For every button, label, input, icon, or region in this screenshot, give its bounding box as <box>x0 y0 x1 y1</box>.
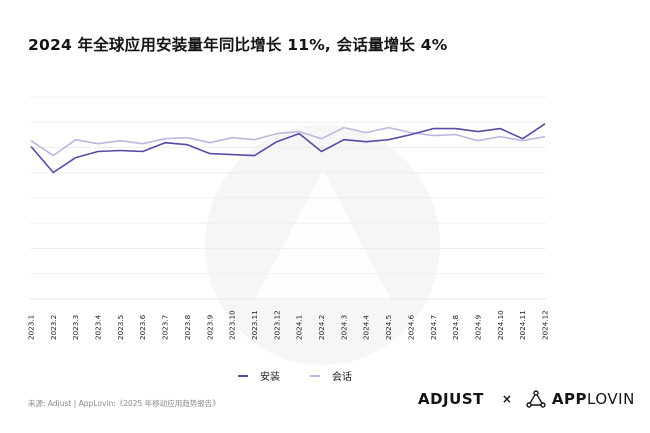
applovin-logo: APP LOVIN <box>526 390 635 408</box>
x-tick-label: 2023.12 <box>272 310 281 340</box>
x-tick-label: 2024.11 <box>518 310 527 340</box>
legend-item-installs: 安装 <box>238 368 280 383</box>
times-separator: × <box>501 392 512 406</box>
legend-item-sessions: 会话 <box>310 368 352 383</box>
x-tick-label: 2024.10 <box>496 310 505 340</box>
x-tick-label: 2023.1 <box>27 315 36 340</box>
x-tick-label: 2024.9 <box>473 314 482 340</box>
x-tick-label: 2024.6 <box>406 314 415 340</box>
x-tick-label: 2023.9 <box>205 314 214 340</box>
brand-logos: ADJUST × APP LOVIN <box>418 390 635 408</box>
legend-label-installs: 安装 <box>260 372 280 383</box>
adjust-logo: ADJUST <box>418 390 484 408</box>
legend-label-sessions: 会话 <box>332 372 352 383</box>
x-tick-label: 2024.8 <box>451 314 460 340</box>
applovin-bold-text: APP <box>551 390 588 408</box>
legend-swatch-sessions <box>310 374 320 377</box>
x-tick-label: 2023.6 <box>138 314 147 340</box>
x-tick-label: 2024.2 <box>317 315 326 340</box>
x-tick-label: 2024.5 <box>384 315 393 340</box>
x-tick-label: 2023.3 <box>71 315 80 340</box>
x-axis-labels: 2023.1 2023.2 2023.3 2023.4 2023.5 2023.6 2023… <box>27 310 550 340</box>
watermark-logo-icon <box>255 170 391 300</box>
applovin-light-text: LOVIN <box>587 390 635 408</box>
chart-title: 2024 年全球应用安装量年同比增长 11%, 会话量增长 4% <box>28 36 448 54</box>
series-line <box>30 126 546 157</box>
gridlines <box>30 96 546 300</box>
legend: 安装 会话 <box>238 368 352 383</box>
x-tick-label: 2023.2 <box>49 315 58 340</box>
x-tick-label: 2024.4 <box>362 314 371 340</box>
x-tick-label: 2023.7 <box>161 315 170 340</box>
x-tick-label: 2023.8 <box>183 314 192 340</box>
legend-swatch-installs <box>238 374 248 377</box>
x-tick-label: 2023.10 <box>228 310 237 340</box>
x-tick-label: 2024.7 <box>429 315 438 340</box>
x-tick-label: 2024.12 <box>541 310 550 340</box>
x-tick-label: 2023.11 <box>250 310 259 340</box>
source-note: 来源: Adjust | AppLovin:《2025 年移动应用趋势报告》 <box>28 399 220 408</box>
x-tick-label: 2023.4 <box>94 314 103 340</box>
x-tick-label: 2023.5 <box>116 315 125 340</box>
x-tick-label: 2024.3 <box>339 315 348 340</box>
line-chart: 2023.1 2023.2 2023.3 2023.4 2023.5 2023.6 2023… <box>27 96 550 340</box>
x-tick-label: 2024.1 <box>295 315 304 340</box>
chart-series <box>30 123 546 174</box>
applovin-triangle-icon <box>526 390 546 408</box>
series-line <box>30 123 546 174</box>
